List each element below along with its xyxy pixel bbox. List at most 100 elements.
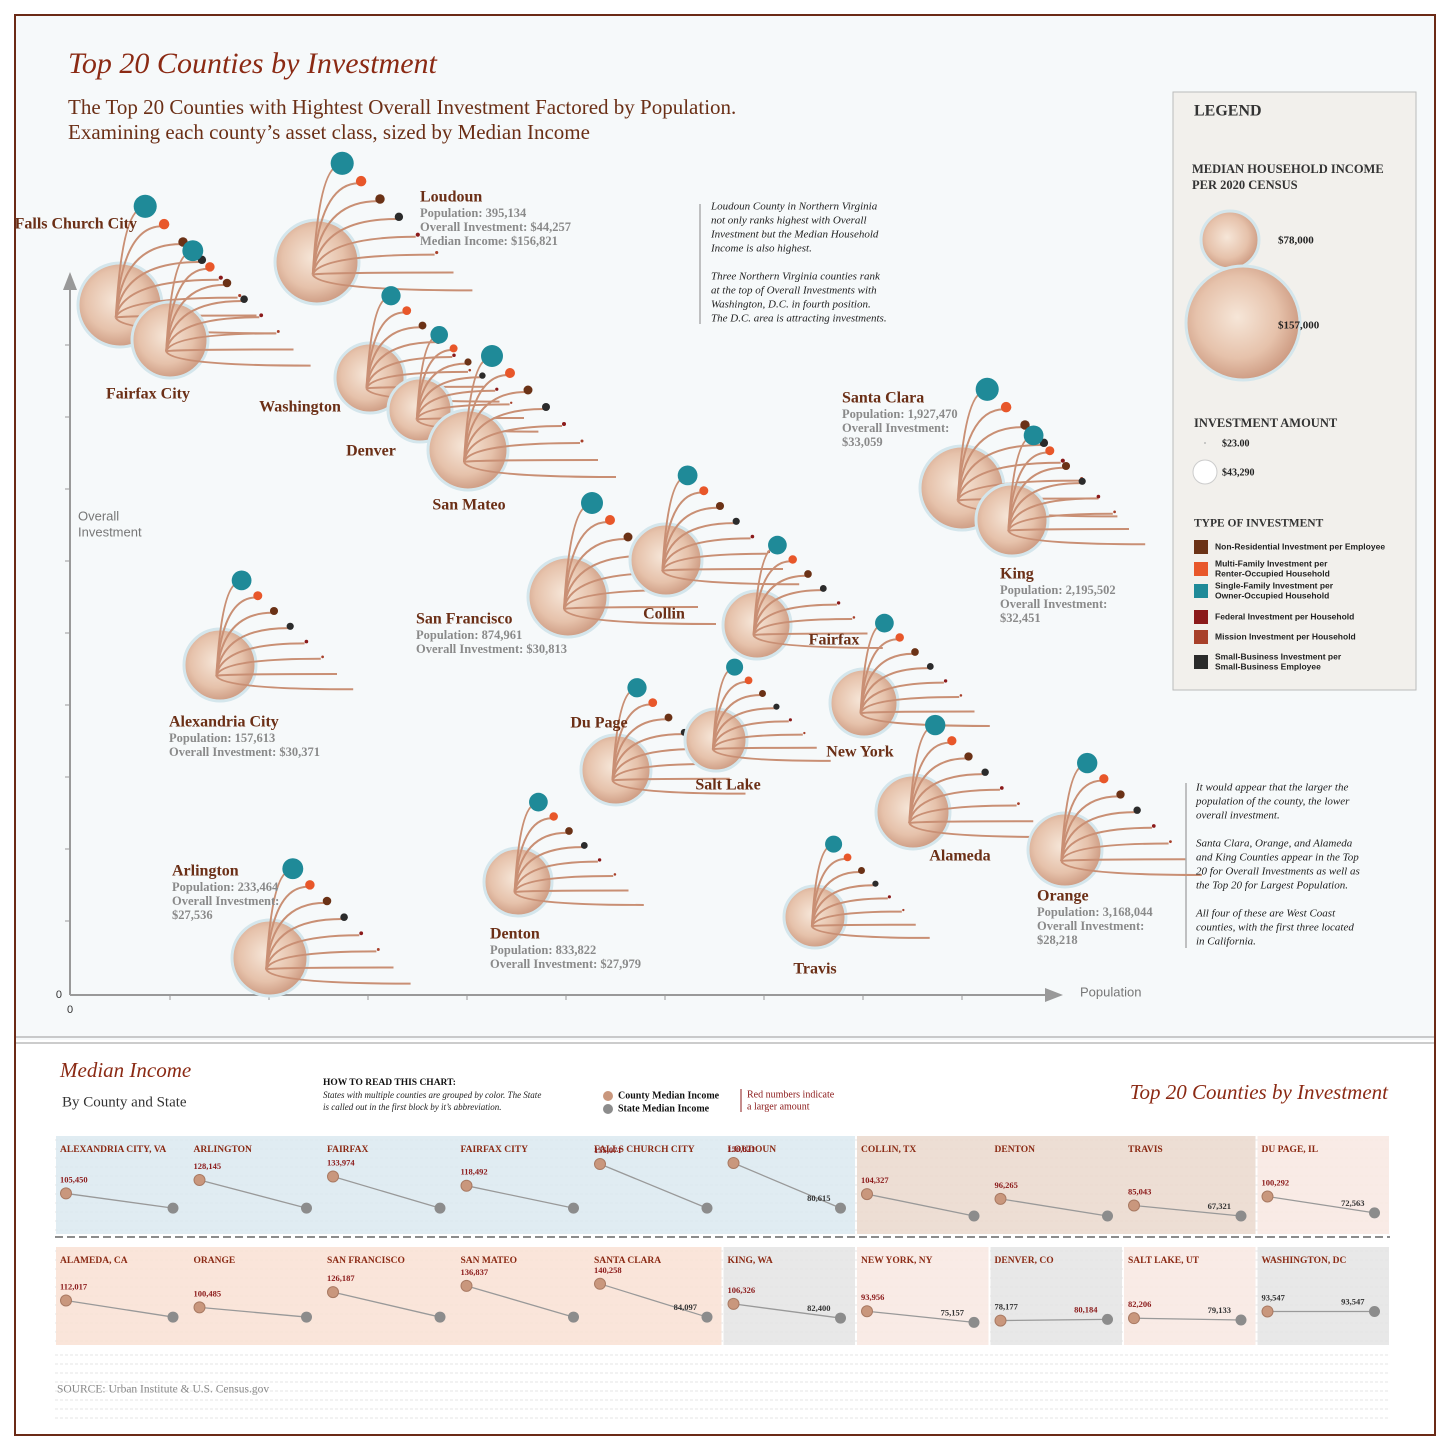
investment-dot [376, 948, 380, 951]
county-code: SALT LAKE, UT [1128, 1256, 1200, 1266]
investment-dot [1060, 458, 1065, 463]
investment-stem [908, 773, 984, 824]
county-detail: Population: 874,961 [416, 628, 522, 642]
state-value: 72,563 [1341, 1198, 1364, 1208]
county-value: 82,206 [1128, 1299, 1151, 1309]
legend-dot [1192, 459, 1218, 485]
investment-stem [711, 733, 803, 750]
county-detail: Overall Investment: [172, 894, 279, 908]
county-detail: Population: 1,927,470 [842, 407, 958, 421]
county-name: Travis [793, 961, 836, 978]
note: not only ranks highest with Overall [711, 215, 867, 227]
slope-line [65, 1192, 174, 1209]
investment-dot [605, 515, 615, 525]
investment-stem [513, 846, 583, 893]
key-label: County Median Income [618, 1090, 720, 1101]
county-value: 140,258 [594, 1265, 622, 1275]
investment-stem [1007, 512, 1113, 532]
investment-dot [581, 492, 603, 514]
investment-dot [452, 353, 456, 357]
investment-dot [222, 278, 232, 288]
county-name: San Francisco [416, 611, 512, 628]
investment-dot [523, 385, 533, 395]
investment-stem [165, 348, 294, 353]
investment-stem [215, 675, 354, 691]
investment-stem [1060, 858, 1186, 863]
county-dot [460, 1279, 473, 1292]
county-value: 112,017 [60, 1281, 88, 1291]
investment-dot [819, 585, 827, 592]
county-code: ALEXANDRIA CITY, VA [60, 1145, 166, 1155]
state-dot [167, 1311, 179, 1323]
county-name: Denver [346, 443, 396, 460]
slope-line [199, 1306, 307, 1318]
note: It would appear that the larger the [1195, 782, 1348, 794]
investment-dot [158, 218, 170, 230]
legend-label: Mission Investment per Household [1215, 631, 1356, 641]
state-dot [968, 1210, 980, 1222]
x-arrow [1045, 988, 1063, 1002]
investment-stem [463, 425, 563, 463]
investment-dot [359, 931, 364, 936]
county-dot [1128, 1199, 1140, 1212]
county-dot [994, 1192, 1007, 1205]
investment-stem [265, 950, 377, 970]
county-code: ALAMEDA, CA [60, 1256, 128, 1266]
county-value: 156,821 [728, 1144, 756, 1154]
investment-stem [165, 283, 226, 352]
investment-stem [165, 350, 311, 367]
county-detail: Population: 2,195,502 [1000, 583, 1116, 597]
investment-dot [340, 913, 348, 921]
county-value: 155,071 [594, 1145, 622, 1155]
county-code: SAN MATEO [461, 1256, 518, 1266]
investment-dot [133, 194, 157, 218]
investment-stem [956, 461, 1061, 501]
county-detail: Overall Investment: $44,257 [420, 220, 571, 234]
county-dot [594, 1158, 606, 1171]
investment-dot [464, 358, 472, 366]
county-detail: Overall Investment: $27,979 [490, 957, 641, 971]
state-group [723, 1247, 855, 1345]
county-name: Loudoun [420, 189, 482, 206]
investment-stem [1060, 842, 1169, 862]
investment-dot [565, 827, 573, 835]
county-dot [193, 1173, 206, 1186]
slope-line [1133, 1204, 1242, 1217]
county-code: KING, WA [728, 1256, 773, 1266]
investment-stem [908, 820, 1034, 825]
investment-dot [788, 718, 792, 722]
investment-stem [563, 538, 627, 610]
note: Washington, D.C. in fourth position. [711, 299, 871, 311]
county-detail: Population: 3,168,044 [1037, 905, 1153, 919]
investment-dot [495, 387, 499, 391]
investment-dot [1169, 840, 1172, 844]
county-value: 93,547 [1262, 1292, 1286, 1302]
legend-label: $157,000 [1278, 320, 1320, 332]
county-value: 106,326 [728, 1285, 756, 1295]
state-dot [968, 1316, 980, 1328]
how-text: States with multiple counties are groupe… [323, 1090, 541, 1100]
investment-dot [238, 293, 242, 298]
investment-dot [858, 867, 865, 874]
state-dot [701, 1311, 713, 1323]
state-group [857, 1247, 989, 1345]
legend-label: Owner-Occupied Household [1215, 590, 1329, 600]
county-dot [727, 1157, 740, 1169]
investment-dot [182, 240, 204, 262]
county-name: Fairfax City [106, 386, 190, 403]
investment-dot [205, 262, 215, 272]
county-name: Denton [490, 926, 540, 943]
state-value: 93,547 [1341, 1296, 1365, 1306]
legend-heading: MEDIAN HOUSEHOLD INCOME [1192, 162, 1384, 176]
county-value: 118,492 [461, 1167, 488, 1177]
investment-dot [895, 633, 904, 642]
investment-dot [597, 858, 602, 862]
county-detail: Population: 233,464 [172, 880, 279, 894]
county-value: 105,450 [60, 1174, 88, 1184]
state-value: 80,184 [1074, 1304, 1098, 1314]
state-group [56, 1136, 855, 1234]
investment-dot [505, 368, 515, 378]
investment-dot [435, 250, 439, 255]
key-dot [603, 1091, 613, 1101]
investment-stem [908, 757, 967, 824]
